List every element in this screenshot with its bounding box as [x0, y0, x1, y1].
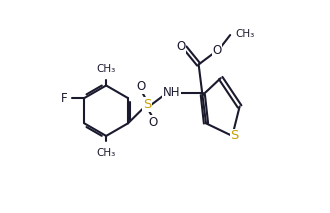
Text: O: O	[137, 80, 146, 93]
Text: CH₃: CH₃	[96, 148, 116, 158]
Text: CH₃: CH₃	[235, 29, 255, 39]
Text: S: S	[230, 130, 239, 142]
Text: F: F	[61, 92, 67, 105]
Text: S: S	[143, 98, 151, 111]
Text: O: O	[213, 44, 222, 57]
Text: NH: NH	[163, 86, 180, 99]
Text: O: O	[148, 116, 158, 129]
Text: O: O	[176, 40, 185, 53]
Text: CH₃: CH₃	[96, 64, 116, 74]
